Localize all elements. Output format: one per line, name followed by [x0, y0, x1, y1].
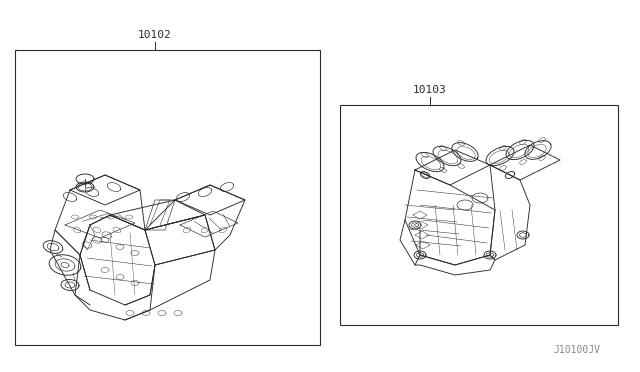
Bar	[15, 50, 320, 345]
Bar	[340, 105, 618, 325]
Text: 10102: 10102	[138, 30, 172, 40]
Text: 10103: 10103	[413, 85, 447, 95]
Text: J10100JV: J10100JV	[553, 345, 600, 355]
